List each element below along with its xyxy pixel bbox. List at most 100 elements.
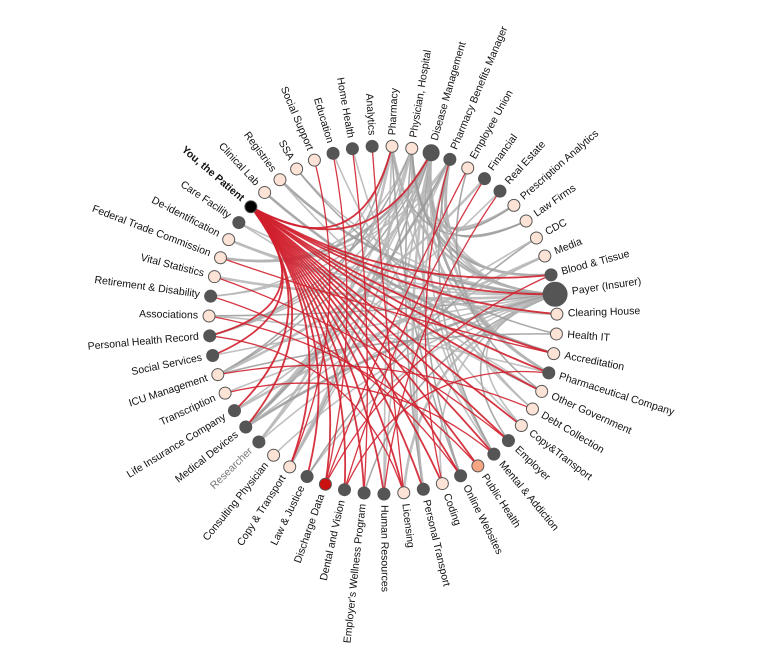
node[interactable]	[273, 173, 287, 187]
edge	[250, 206, 543, 393]
edge	[250, 206, 385, 495]
node[interactable]	[222, 233, 236, 247]
node[interactable]	[535, 384, 549, 398]
node[interactable]	[300, 470, 314, 484]
node[interactable]	[345, 142, 359, 156]
edge	[263, 191, 555, 355]
node[interactable]	[211, 368, 225, 382]
node[interactable]	[471, 459, 485, 473]
node[interactable]	[397, 486, 411, 500]
node[interactable]	[461, 161, 475, 175]
edge	[214, 276, 509, 442]
edge	[250, 205, 552, 279]
node[interactable]	[203, 329, 217, 343]
node[interactable]	[207, 270, 221, 284]
node[interactable]	[227, 404, 241, 418]
edge	[289, 159, 331, 468]
node[interactable]	[443, 152, 457, 166]
node[interactable]	[547, 347, 561, 361]
node[interactable]	[519, 214, 533, 228]
node[interactable]	[454, 469, 468, 483]
node[interactable]	[232, 216, 246, 230]
node[interactable]	[514, 419, 528, 433]
node-label: Licensing	[399, 503, 416, 549]
node[interactable]	[487, 447, 501, 461]
node-label: Coding	[441, 492, 464, 528]
edge	[208, 315, 549, 374]
node[interactable]	[318, 477, 332, 491]
edge	[351, 148, 369, 494]
node-label: Blood & Tissue	[560, 248, 631, 278]
edge	[245, 206, 293, 428]
node-label: Health IT	[567, 329, 611, 344]
node[interactable]	[544, 268, 558, 282]
node-label: Clearing House	[568, 305, 641, 319]
edge	[324, 274, 552, 485]
edge	[208, 315, 479, 467]
node-label: Physician, Hospital	[407, 49, 433, 138]
node-label: Social Services	[130, 352, 203, 378]
edge	[250, 206, 554, 355]
node[interactable]	[542, 366, 556, 380]
edge	[343, 370, 549, 490]
node[interactable]	[307, 153, 321, 167]
node[interactable]	[529, 231, 543, 245]
node[interactable]	[422, 144, 440, 162]
node[interactable]	[357, 486, 371, 500]
node[interactable]	[202, 309, 216, 323]
edge	[383, 190, 501, 495]
edge	[279, 178, 556, 296]
node-label: Retirement & Disability	[94, 274, 202, 301]
node[interactable]	[206, 348, 220, 362]
node[interactable]	[258, 185, 272, 199]
node[interactable]	[405, 141, 419, 155]
edge	[324, 153, 348, 485]
node[interactable]	[244, 200, 258, 214]
edge	[217, 177, 486, 376]
edge	[212, 293, 556, 357]
node[interactable]	[385, 139, 399, 153]
node[interactable]	[365, 139, 379, 153]
node-label: Personal Health Record	[87, 331, 199, 353]
node[interactable]	[218, 386, 232, 400]
node[interactable]	[549, 327, 563, 341]
node[interactable]	[377, 487, 391, 501]
node[interactable]	[507, 198, 521, 212]
edge	[332, 153, 522, 427]
edge	[250, 146, 393, 229]
node[interactable]	[550, 307, 564, 321]
node[interactable]	[326, 146, 340, 160]
node[interactable]	[478, 172, 492, 186]
edge	[250, 206, 495, 455]
node-label: Pharmacy	[386, 87, 400, 136]
node[interactable]	[214, 251, 228, 265]
node[interactable]	[538, 249, 552, 263]
edge	[220, 257, 554, 355]
edge	[224, 382, 495, 455]
node[interactable]	[267, 448, 281, 462]
node[interactable]	[542, 281, 568, 307]
edge	[250, 206, 444, 484]
node[interactable]	[252, 435, 266, 449]
node[interactable]	[416, 482, 430, 496]
node[interactable]	[239, 420, 253, 434]
edge	[217, 333, 557, 376]
node[interactable]	[493, 184, 507, 198]
node[interactable]	[290, 162, 304, 176]
node[interactable]	[204, 289, 218, 303]
edge	[371, 146, 405, 493]
node-label: Associations	[139, 308, 198, 321]
node[interactable]	[338, 483, 352, 497]
edge	[343, 178, 486, 490]
node[interactable]	[435, 477, 449, 491]
node[interactable]	[283, 460, 297, 474]
node[interactable]	[525, 402, 539, 416]
edge	[250, 206, 522, 427]
node-label: Employer's Wellness Program	[342, 503, 369, 644]
node-label: Federal Trade Commission	[90, 203, 212, 259]
node-label: Human Resources	[378, 505, 390, 592]
node-label: Home Health	[334, 76, 357, 139]
node[interactable]	[501, 434, 515, 448]
